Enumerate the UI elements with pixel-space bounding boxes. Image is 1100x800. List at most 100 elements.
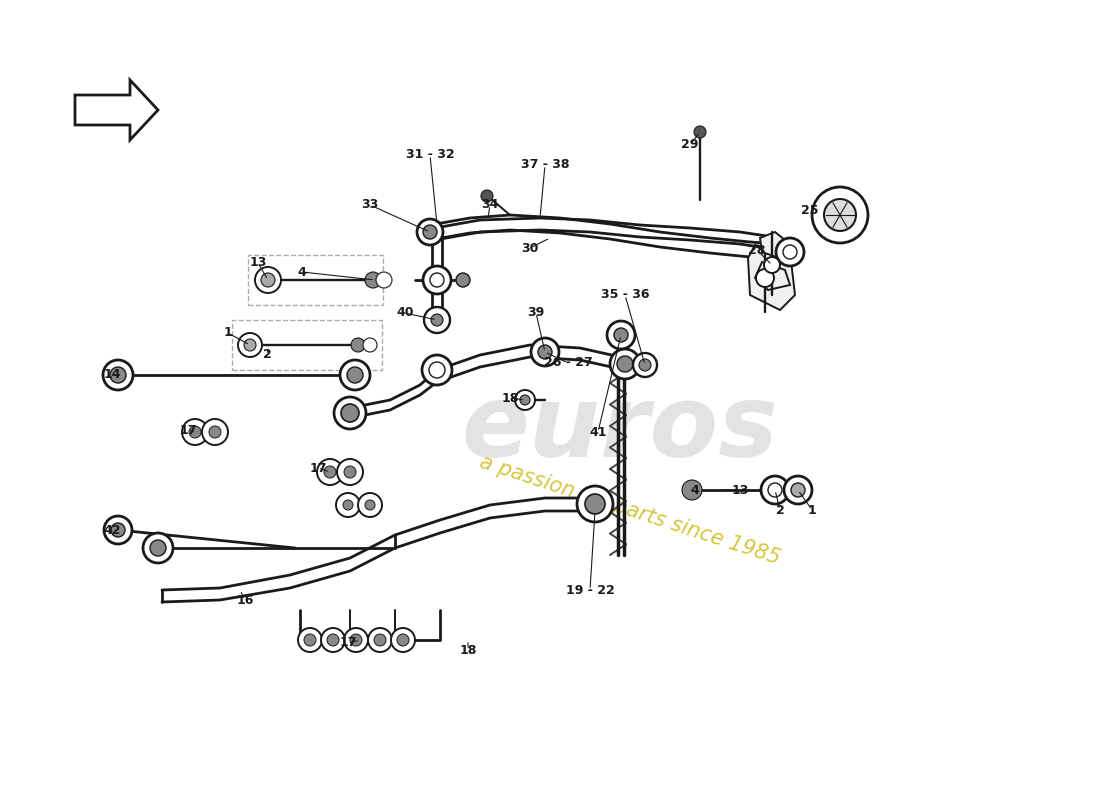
Circle shape: [244, 339, 256, 351]
Circle shape: [368, 628, 392, 652]
Circle shape: [761, 476, 789, 504]
Circle shape: [337, 459, 363, 485]
Circle shape: [304, 634, 316, 646]
Text: 34: 34: [482, 198, 498, 211]
Bar: [248, 255, 383, 305]
Text: 17: 17: [309, 462, 327, 474]
Circle shape: [104, 516, 132, 544]
Circle shape: [376, 272, 392, 288]
Circle shape: [341, 404, 359, 422]
Circle shape: [578, 486, 613, 522]
Circle shape: [343, 500, 353, 510]
Text: euros: euros: [462, 382, 779, 478]
Polygon shape: [755, 262, 790, 290]
Circle shape: [317, 459, 343, 485]
Circle shape: [111, 523, 125, 537]
Circle shape: [363, 338, 377, 352]
Text: 2: 2: [263, 349, 272, 362]
Circle shape: [324, 466, 336, 478]
Text: 42: 42: [103, 523, 121, 537]
Text: 14: 14: [103, 369, 121, 382]
Circle shape: [784, 476, 812, 504]
Circle shape: [431, 314, 443, 326]
Text: 33: 33: [362, 198, 378, 211]
Circle shape: [824, 199, 856, 231]
Circle shape: [417, 219, 443, 245]
Circle shape: [481, 190, 493, 202]
Text: 17: 17: [339, 637, 356, 650]
Circle shape: [456, 273, 470, 287]
Text: 40: 40: [396, 306, 414, 319]
Circle shape: [390, 628, 415, 652]
Circle shape: [397, 634, 409, 646]
Circle shape: [334, 397, 366, 429]
Text: 30: 30: [521, 242, 539, 254]
Circle shape: [617, 356, 632, 372]
Circle shape: [756, 269, 774, 287]
Circle shape: [422, 355, 452, 385]
Circle shape: [202, 419, 228, 445]
Text: 13: 13: [732, 483, 749, 497]
Circle shape: [520, 395, 530, 405]
Circle shape: [346, 367, 363, 383]
Circle shape: [321, 628, 345, 652]
Circle shape: [374, 634, 386, 646]
Circle shape: [515, 390, 535, 410]
Circle shape: [776, 238, 804, 266]
Text: 37 - 38: 37 - 38: [520, 158, 570, 171]
Text: 35 - 36: 35 - 36: [601, 289, 649, 302]
Text: 1: 1: [807, 503, 816, 517]
Circle shape: [424, 307, 450, 333]
Polygon shape: [760, 232, 795, 260]
Circle shape: [358, 493, 382, 517]
Text: 1: 1: [223, 326, 232, 339]
Circle shape: [791, 483, 805, 497]
Circle shape: [610, 349, 640, 379]
Text: 4: 4: [691, 483, 700, 497]
Circle shape: [344, 466, 356, 478]
Circle shape: [768, 483, 782, 497]
Circle shape: [538, 345, 552, 359]
Circle shape: [365, 500, 375, 510]
Text: 39: 39: [527, 306, 544, 319]
Circle shape: [783, 245, 798, 259]
Circle shape: [150, 540, 166, 556]
Text: 13: 13: [250, 257, 266, 270]
Circle shape: [110, 367, 126, 383]
Circle shape: [350, 634, 362, 646]
Text: 18: 18: [460, 643, 476, 657]
Circle shape: [340, 360, 370, 390]
Circle shape: [430, 273, 444, 287]
Text: 18: 18: [502, 391, 519, 405]
Text: 2: 2: [776, 503, 784, 517]
Polygon shape: [748, 245, 795, 310]
Text: 41: 41: [590, 426, 607, 438]
Text: 16: 16: [236, 594, 254, 606]
Circle shape: [344, 628, 369, 652]
Circle shape: [812, 187, 868, 243]
Text: 17: 17: [179, 423, 197, 437]
Circle shape: [682, 480, 702, 500]
Circle shape: [336, 493, 360, 517]
Circle shape: [429, 362, 446, 378]
Circle shape: [632, 353, 657, 377]
Text: 19 - 22: 19 - 22: [565, 583, 615, 597]
Text: 25: 25: [801, 203, 818, 217]
Polygon shape: [75, 80, 158, 140]
Circle shape: [103, 360, 133, 390]
Circle shape: [327, 634, 339, 646]
Circle shape: [209, 426, 221, 438]
Circle shape: [614, 328, 628, 342]
Circle shape: [255, 267, 280, 293]
Circle shape: [585, 494, 605, 514]
Text: 29: 29: [681, 138, 698, 151]
Text: 28: 28: [748, 243, 766, 257]
Circle shape: [351, 338, 365, 352]
Text: a passion for parts since 1985: a passion for parts since 1985: [477, 452, 783, 568]
Circle shape: [143, 533, 173, 563]
Text: 4: 4: [298, 266, 307, 278]
Circle shape: [189, 426, 201, 438]
Bar: [232, 320, 382, 370]
Circle shape: [639, 359, 651, 371]
Circle shape: [298, 628, 322, 652]
